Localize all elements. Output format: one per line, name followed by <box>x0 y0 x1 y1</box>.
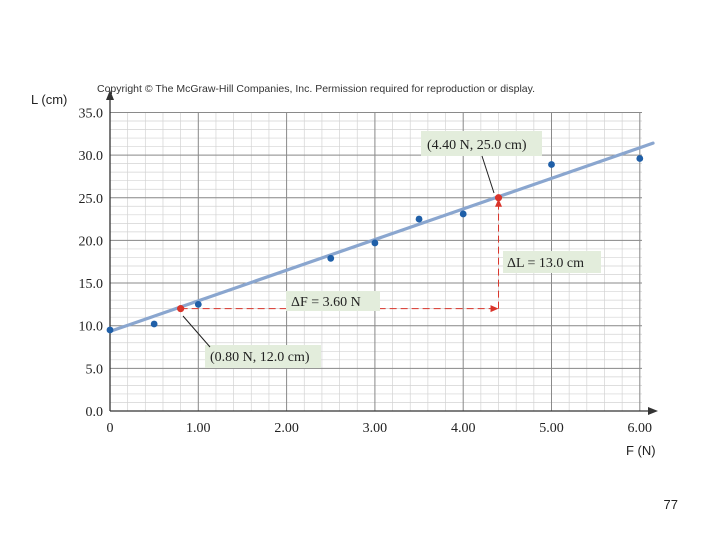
highlight-points <box>177 194 503 313</box>
y-axis-label: L (cm) <box>31 92 67 107</box>
y-tick-label: 15.0 <box>79 277 104 292</box>
y-tick-label: 30.0 <box>79 149 104 164</box>
callout-upper-box <box>421 131 542 156</box>
best-fit-line <box>108 141 655 334</box>
y-tick-label: 0.0 <box>86 405 104 420</box>
y-tick-label: 25.0 <box>79 192 104 207</box>
x-tick-label: 3.00 <box>363 421 388 436</box>
data-point <box>548 161 555 168</box>
delta-f-callout: ΔF = 3.60 N <box>286 291 380 311</box>
x-tick-label: 0 <box>107 421 114 436</box>
data-point <box>327 254 335 262</box>
copyright-notice: Copyright © The McGraw-Hill Companies, I… <box>97 83 535 95</box>
callout-lower-pointer <box>182 315 211 348</box>
y-axis-arrow <box>106 90 114 100</box>
highlight-point <box>494 194 503 202</box>
callout-lower: (0.80 N, 12.0 cm) <box>182 315 321 368</box>
delta-l-box <box>503 251 601 273</box>
delta-l-callout: ΔL = 13.0 cm <box>503 251 601 273</box>
callout-lower-label: (0.80 N, 12.0 cm) <box>210 350 310 365</box>
callout-lower-box <box>205 345 321 368</box>
delta-l-arrowhead <box>495 198 503 207</box>
delta-l-label: ΔL = 13.0 cm <box>507 256 584 271</box>
data-point <box>636 155 644 162</box>
delta-f-label: ΔF = 3.60 N <box>291 295 361 310</box>
x-tick-label: 2.00 <box>274 421 299 436</box>
x-tick-label: 4.00 <box>451 421 476 436</box>
callout-upper: (4.40 N, 25.0 cm) <box>421 131 542 194</box>
y-tick-label: 5.0 <box>86 362 104 377</box>
slide-number: 77 <box>663 497 678 512</box>
data-point <box>415 215 423 223</box>
x-tick-label: 6.00 <box>628 421 653 436</box>
delta-f-box <box>286 291 380 311</box>
fit-line <box>108 141 655 334</box>
y-tick-label: 35.0 <box>79 106 104 121</box>
y-tick-label: 20.0 <box>79 234 104 249</box>
y-tick-labels: 0.0 5.0 10.0 15.0 20.0 25.0 30.0 35.0 <box>79 106 104 420</box>
axes <box>106 90 658 415</box>
x-tick-labels: 0 1.00 2.00 3.00 4.00 5.00 6.00 <box>107 421 653 436</box>
data-point <box>106 326 114 334</box>
x-tick-label: 5.00 <box>539 421 564 436</box>
data-point <box>459 210 467 218</box>
callout-upper-pointer <box>481 155 495 194</box>
x-tick-label: 1.00 <box>186 421 211 436</box>
data-points <box>106 155 644 334</box>
highlight-point <box>177 305 185 313</box>
x-axis-arrow <box>648 407 658 415</box>
x-axis-label: F (N) <box>626 443 656 458</box>
data-point <box>194 300 202 308</box>
data-point <box>371 239 379 247</box>
delta-f-arrowhead <box>490 305 499 313</box>
data-point <box>150 320 158 328</box>
major-grid <box>110 111 642 411</box>
y-tick-label: 10.0 <box>79 320 104 335</box>
callout-upper-label: (4.40 N, 25.0 cm) <box>427 138 527 153</box>
